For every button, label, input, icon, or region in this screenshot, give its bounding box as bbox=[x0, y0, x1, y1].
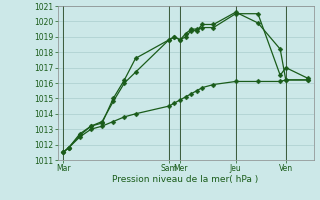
X-axis label: Pression niveau de la mer( hPa ): Pression niveau de la mer( hPa ) bbox=[112, 175, 259, 184]
